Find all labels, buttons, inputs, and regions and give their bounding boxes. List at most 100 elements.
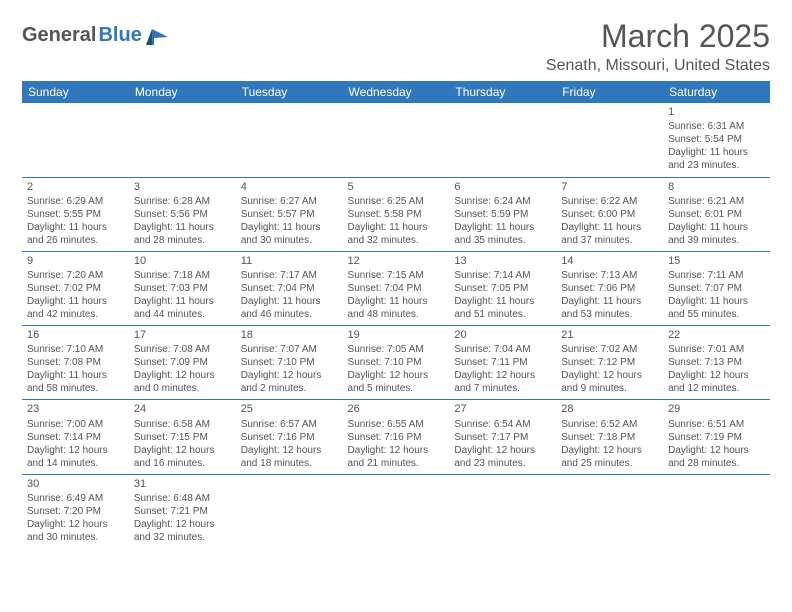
daylight-line-1: Daylight: 12 hours [241, 369, 338, 382]
daylight-line-2: and 55 minutes. [668, 308, 765, 321]
logo: GeneralBlue [22, 24, 170, 47]
col-fri: Friday [556, 81, 663, 103]
col-thu: Thursday [449, 81, 556, 103]
daylight-line-2: and 28 minutes. [134, 234, 231, 247]
daylight-line-2: and 28 minutes. [668, 457, 765, 470]
calendar-cell: 29Sunrise: 6:51 AMSunset: 7:19 PMDayligh… [663, 400, 770, 474]
daylight-line-2: and 5 minutes. [348, 382, 445, 395]
daylight-line-2: and 0 minutes. [134, 382, 231, 395]
sunrise-line: Sunrise: 7:15 AM [348, 269, 445, 282]
month-title: March 2025 [546, 18, 770, 55]
calendar-row: 9Sunrise: 7:20 AMSunset: 7:02 PMDaylight… [22, 251, 770, 325]
daylight-line-2: and 32 minutes. [134, 531, 231, 544]
calendar-row: 2Sunrise: 6:29 AMSunset: 5:55 PMDaylight… [22, 177, 770, 251]
sunset-line: Sunset: 7:19 PM [668, 431, 765, 444]
sunset-line: Sunset: 7:12 PM [561, 356, 658, 369]
calendar-cell: 3Sunrise: 6:28 AMSunset: 5:56 PMDaylight… [129, 177, 236, 251]
sunrise-line: Sunrise: 7:08 AM [134, 343, 231, 356]
daylight-line-2: and 35 minutes. [454, 234, 551, 247]
sunset-line: Sunset: 7:21 PM [134, 505, 231, 518]
day-number: 23 [27, 402, 124, 416]
daylight-line-1: Daylight: 11 hours [241, 221, 338, 234]
calendar-table: Sunday Monday Tuesday Wednesday Thursday… [22, 81, 770, 548]
daylight-line-1: Daylight: 12 hours [668, 444, 765, 457]
sunset-line: Sunset: 7:16 PM [241, 431, 338, 444]
day-number: 15 [668, 254, 765, 268]
day-number: 11 [241, 254, 338, 268]
calendar-row: 16Sunrise: 7:10 AMSunset: 7:08 PMDayligh… [22, 326, 770, 400]
daylight-line-2: and 48 minutes. [348, 308, 445, 321]
calendar-cell [556, 103, 663, 177]
calendar-cell: 7Sunrise: 6:22 AMSunset: 6:00 PMDaylight… [556, 177, 663, 251]
day-number: 2 [27, 180, 124, 194]
day-number: 6 [454, 180, 551, 194]
sunrise-line: Sunrise: 6:52 AM [561, 418, 658, 431]
daylight-line-2: and 42 minutes. [27, 308, 124, 321]
sunset-line: Sunset: 5:54 PM [668, 133, 765, 146]
sunrise-line: Sunrise: 6:21 AM [668, 195, 765, 208]
sunset-line: Sunset: 5:59 PM [454, 208, 551, 221]
calendar-cell: 13Sunrise: 7:14 AMSunset: 7:05 PMDayligh… [449, 251, 556, 325]
sunrise-line: Sunrise: 7:10 AM [27, 343, 124, 356]
day-number: 17 [134, 328, 231, 342]
sunset-line: Sunset: 7:20 PM [27, 505, 124, 518]
calendar-cell [22, 103, 129, 177]
daylight-line-2: and 16 minutes. [134, 457, 231, 470]
calendar-row: 23Sunrise: 7:00 AMSunset: 7:14 PMDayligh… [22, 400, 770, 474]
day-number: 5 [348, 180, 445, 194]
sunrise-line: Sunrise: 7:05 AM [348, 343, 445, 356]
sunrise-line: Sunrise: 7:07 AM [241, 343, 338, 356]
calendar-cell: 5Sunrise: 6:25 AMSunset: 5:58 PMDaylight… [343, 177, 450, 251]
calendar-cell [343, 103, 450, 177]
calendar-cell [449, 103, 556, 177]
daylight-line-2: and 21 minutes. [348, 457, 445, 470]
daylight-line-1: Daylight: 12 hours [134, 369, 231, 382]
daylight-line-1: Daylight: 11 hours [454, 221, 551, 234]
daylight-line-1: Daylight: 12 hours [454, 444, 551, 457]
calendar-cell: 9Sunrise: 7:20 AMSunset: 7:02 PMDaylight… [22, 251, 129, 325]
calendar-cell: 4Sunrise: 6:27 AMSunset: 5:57 PMDaylight… [236, 177, 343, 251]
sunrise-line: Sunrise: 6:48 AM [134, 492, 231, 505]
day-number: 19 [348, 328, 445, 342]
daylight-line-1: Daylight: 12 hours [27, 444, 124, 457]
sunrise-line: Sunrise: 7:04 AM [454, 343, 551, 356]
daylight-line-2: and 12 minutes. [668, 382, 765, 395]
calendar-cell: 6Sunrise: 6:24 AMSunset: 5:59 PMDaylight… [449, 177, 556, 251]
calendar-cell [556, 474, 663, 548]
calendar-cell: 27Sunrise: 6:54 AMSunset: 7:17 PMDayligh… [449, 400, 556, 474]
location: Senath, Missouri, United States [546, 57, 770, 75]
daylight-line-1: Daylight: 11 hours [241, 295, 338, 308]
sunset-line: Sunset: 6:00 PM [561, 208, 658, 221]
sunset-line: Sunset: 7:13 PM [668, 356, 765, 369]
logo-flag-icon [146, 27, 170, 45]
daylight-line-1: Daylight: 12 hours [561, 444, 658, 457]
day-number: 30 [27, 477, 124, 491]
calendar-cell [449, 474, 556, 548]
sunset-line: Sunset: 5:57 PM [241, 208, 338, 221]
header: GeneralBlue March 2025 Senath, Missouri,… [22, 18, 770, 75]
day-number: 22 [668, 328, 765, 342]
day-number: 24 [134, 402, 231, 416]
daylight-line-1: Daylight: 11 hours [454, 295, 551, 308]
sunset-line: Sunset: 7:05 PM [454, 282, 551, 295]
sunset-line: Sunset: 7:06 PM [561, 282, 658, 295]
daylight-line-2: and 46 minutes. [241, 308, 338, 321]
daylight-line-2: and 23 minutes. [454, 457, 551, 470]
daylight-line-1: Daylight: 11 hours [561, 221, 658, 234]
daylight-line-2: and 37 minutes. [561, 234, 658, 247]
daylight-line-2: and 23 minutes. [668, 159, 765, 172]
day-number: 29 [668, 402, 765, 416]
sunrise-line: Sunrise: 6:49 AM [27, 492, 124, 505]
col-mon: Monday [129, 81, 236, 103]
daylight-line-1: Daylight: 11 hours [668, 146, 765, 159]
sunset-line: Sunset: 5:58 PM [348, 208, 445, 221]
calendar-cell: 26Sunrise: 6:55 AMSunset: 7:16 PMDayligh… [343, 400, 450, 474]
sunset-line: Sunset: 7:02 PM [27, 282, 124, 295]
day-number: 3 [134, 180, 231, 194]
daylight-line-1: Daylight: 11 hours [348, 221, 445, 234]
calendar-cell: 1Sunrise: 6:31 AMSunset: 5:54 PMDaylight… [663, 103, 770, 177]
day-number: 28 [561, 402, 658, 416]
col-sat: Saturday [663, 81, 770, 103]
sunrise-line: Sunrise: 7:01 AM [668, 343, 765, 356]
calendar-cell: 24Sunrise: 6:58 AMSunset: 7:15 PMDayligh… [129, 400, 236, 474]
